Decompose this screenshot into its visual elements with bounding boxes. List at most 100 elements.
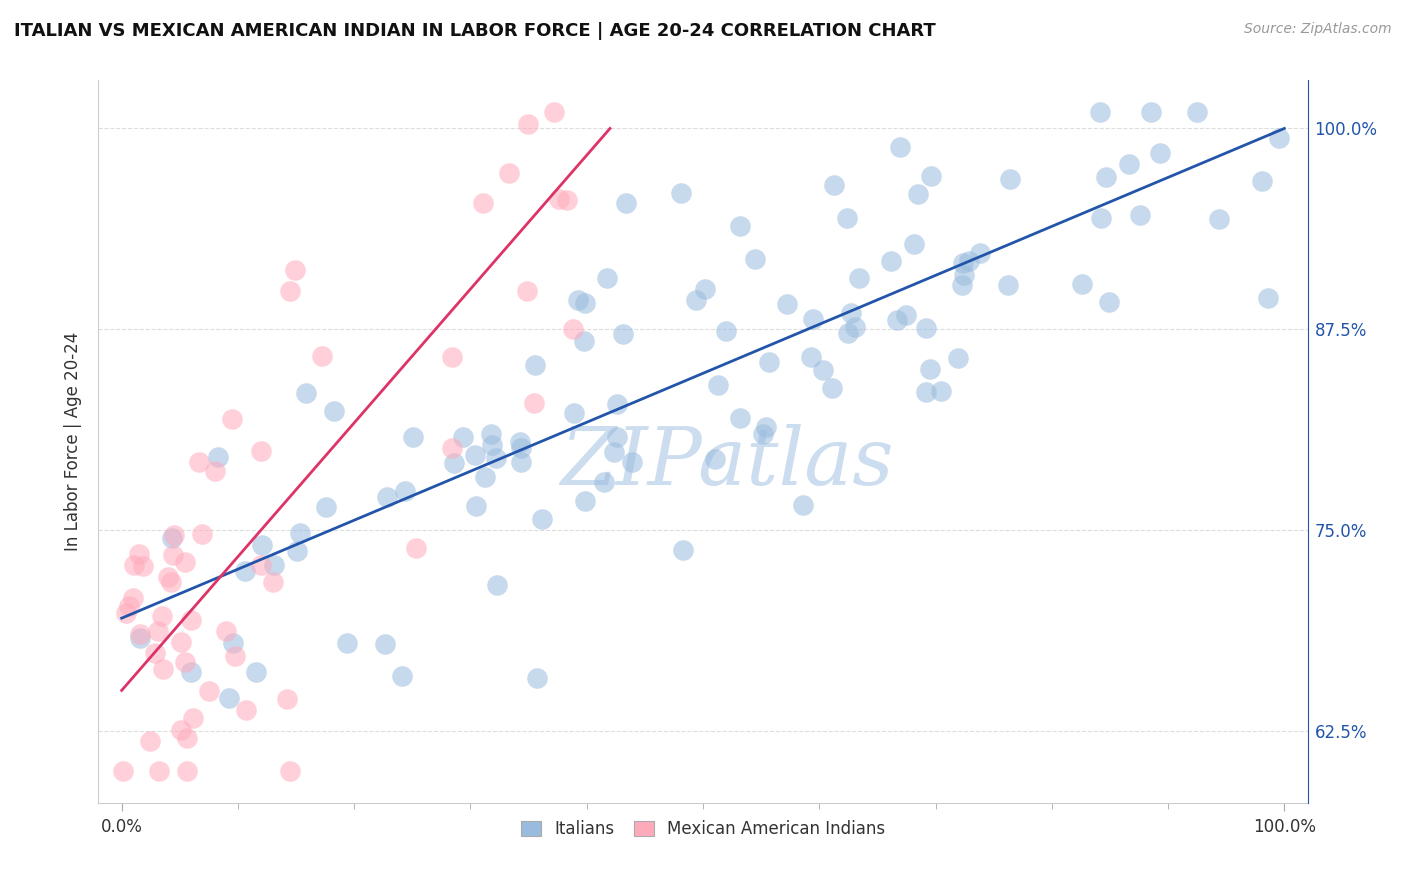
Point (173, 655, 195, 669)
Point (465, 499, 488, 513)
Point (250, 558, 273, 573)
Point (557, 193, 579, 207)
Point (957, 253, 980, 268)
Point (204, 464, 226, 478)
Point (915, 384, 938, 399)
Point (758, 355, 780, 369)
Point (443, 456, 465, 470)
Point (751, 427, 773, 442)
Text: ITALIAN VS MEXICAN AMERICAN INDIAN IN LABOR FORCE | AGE 20-24 CORRELATION CHART: ITALIAN VS MEXICAN AMERICAN INDIAN IN LA… (14, 22, 936, 40)
Point (837, 326, 859, 341)
Point (920, 169, 942, 184)
Point (222, 636, 245, 650)
Point (148, 764, 170, 778)
Point (157, 569, 180, 583)
Point (374, 637, 396, 651)
Point (207, 450, 229, 465)
Point (250, 443, 273, 458)
Text: Source: ZipAtlas.com: Source: ZipAtlas.com (1244, 22, 1392, 37)
Point (472, 196, 495, 211)
Point (233, 564, 256, 578)
Point (181, 711, 204, 725)
Point (915, 320, 938, 334)
Point (1187, 105, 1209, 120)
Point (284, 263, 307, 277)
Point (159, 575, 181, 590)
Point (128, 547, 150, 561)
Point (176, 764, 198, 778)
Point (143, 646, 166, 660)
Point (844, 319, 866, 334)
Point (526, 671, 548, 685)
Point (146, 624, 169, 638)
Point (952, 256, 974, 270)
Point (278, 764, 301, 778)
Point (509, 434, 531, 449)
Point (620, 455, 643, 469)
Point (122, 591, 145, 606)
Point (510, 441, 533, 455)
Point (250, 538, 273, 552)
Point (485, 450, 508, 465)
Point (894, 308, 917, 322)
Y-axis label: In Labor Force | Age 20-24: In Labor Force | Age 20-24 (65, 332, 83, 551)
Point (848, 271, 870, 285)
Point (170, 723, 193, 737)
Point (479, 427, 502, 442)
Point (122, 558, 145, 573)
Point (531, 512, 554, 526)
Point (1257, 291, 1279, 305)
Point (946, 351, 969, 366)
Point (162, 531, 184, 545)
Point (886, 313, 908, 327)
Point (543, 105, 565, 120)
Point (405, 541, 427, 555)
Point (464, 448, 486, 462)
Point (111, 764, 134, 778)
Point (547, 193, 569, 207)
Point (606, 430, 628, 444)
Point (180, 613, 202, 627)
Point (509, 455, 531, 469)
Point (115, 607, 138, 621)
Point (1095, 169, 1118, 184)
Point (907, 187, 929, 202)
Point (801, 312, 824, 326)
Point (695, 282, 717, 296)
Point (170, 635, 193, 649)
Point (235, 703, 257, 717)
Point (224, 648, 246, 663)
Point (969, 245, 991, 260)
Point (391, 668, 413, 682)
Point (288, 525, 311, 540)
Point (823, 178, 845, 192)
Point (152, 662, 174, 676)
Point (263, 558, 285, 572)
Point (744, 252, 766, 267)
Point (835, 211, 858, 226)
Point (821, 381, 844, 395)
Point (441, 441, 464, 455)
Point (481, 438, 503, 452)
Point (150, 609, 173, 624)
Point (672, 543, 695, 558)
Point (1208, 211, 1230, 226)
Point (1071, 277, 1094, 292)
Point (176, 731, 198, 745)
Point (614, 196, 637, 211)
Point (839, 306, 862, 320)
Point (1140, 105, 1163, 120)
Point (574, 494, 596, 508)
Point (486, 577, 509, 591)
Point (612, 327, 634, 342)
Legend: Italians, Mexican American Indians: Italians, Mexican American Indians (513, 814, 893, 845)
Point (188, 455, 211, 469)
Point (811, 363, 834, 377)
Point (929, 384, 952, 399)
Point (567, 293, 589, 307)
Point (162, 549, 184, 563)
Point (602, 445, 624, 459)
Point (262, 575, 284, 590)
Point (669, 186, 692, 200)
Point (129, 631, 152, 645)
